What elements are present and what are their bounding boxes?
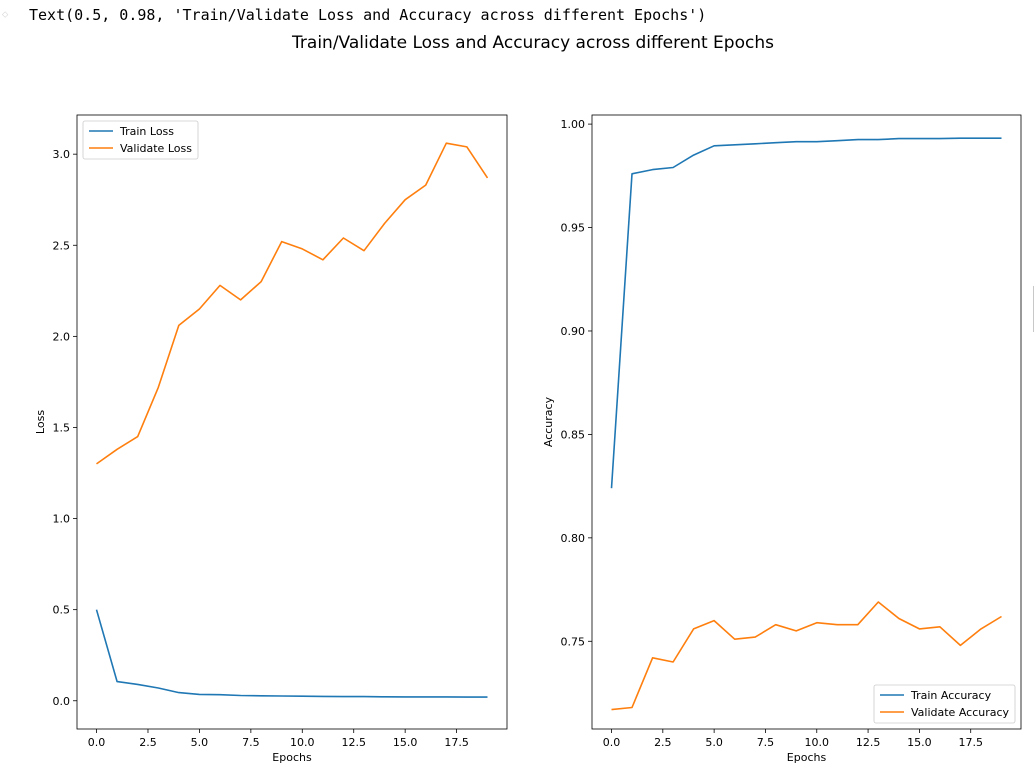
x-tick-label: 12.5 [856, 736, 881, 749]
output-text: Text(0.5, 0.98, 'Train/Validate Loss and… [29, 6, 707, 24]
x-tick-label: 10.0 [290, 736, 315, 749]
y-tick-label: 0.80 [561, 532, 586, 545]
y-tick-label: 0.5 [53, 604, 71, 617]
y-tick-label: 0.85 [561, 428, 586, 441]
axes-frame [591, 114, 1022, 730]
y-tick-label: 2.0 [53, 330, 71, 343]
legend-label: Validate Loss [120, 142, 192, 155]
y-tick-label: 1.5 [53, 421, 71, 434]
series-line-validate-loss [96, 142, 489, 465]
y-tick-label: 0.0 [53, 695, 71, 708]
x-tick-label: 10.0 [805, 736, 830, 749]
x-tick-label: 0.0 [88, 736, 106, 749]
series-line-validate-accuracy [611, 601, 1002, 711]
y-tick-label: 0.95 [561, 222, 586, 235]
legend-box [873, 684, 1016, 724]
x-axis-label: Epochs [272, 751, 312, 764]
legend-label: Train Loss [119, 125, 174, 138]
y-tick-label: 1.0 [53, 513, 71, 526]
axes-1: 0.0 2.5 5.0 7.5 10.0 12.5 15.0 17.5 0.0 0.5 1.0 1.5… [34, 114, 508, 764]
x-axis-label: Epochs [787, 751, 827, 764]
x-tick-label: 5.0 [191, 736, 209, 749]
y-tick-label: 0.90 [561, 325, 586, 338]
y-tick-label: 3.0 [53, 148, 71, 161]
x-tick-label: 0.0 [603, 736, 621, 749]
legend: Train Loss Validate Loss [82, 120, 199, 160]
x-tick-label: 15.0 [393, 736, 418, 749]
x-tick-label: 17.5 [444, 736, 469, 749]
output-arrow-icon: ⬦ [2, 10, 9, 20]
legend: Train Accuracy Validate Accuracy [873, 684, 1016, 724]
y-tick-label: 0.75 [561, 635, 586, 648]
x-tick-label: 7.5 [242, 736, 260, 749]
x-tick-label: 15.0 [907, 736, 932, 749]
legend-label: Train Accuracy [910, 689, 992, 702]
x-tick-label: 2.5 [139, 736, 157, 749]
x-tick-label: 12.5 [341, 736, 366, 749]
axes-2: 0.0 2.5 5.0 7.5 10.0 12.5 15.0 17.5 0.75 0.80 0.85… [542, 114, 1022, 764]
series-line-train-loss [95, 609, 488, 698]
x-tick-label: 5.0 [705, 736, 723, 749]
y-tick-label: 1.00 [561, 118, 586, 131]
scrollbar-edge[interactable] [1033, 286, 1036, 332]
x-tick-label: 2.5 [654, 736, 672, 749]
figure-title: Train/Validate Loss and Accuracy across … [291, 33, 774, 53]
x-tick-label: 17.5 [958, 736, 983, 749]
axes-frame [76, 114, 508, 730]
y-axis-label: Accuracy [542, 396, 555, 447]
y-tick-label: 2.5 [53, 239, 71, 252]
legend-label: Validate Accuracy [911, 706, 1010, 719]
x-tick-label: 7.5 [757, 736, 775, 749]
series-line-train-accuracy [610, 137, 1002, 489]
y-axis-label: Loss [34, 410, 47, 434]
